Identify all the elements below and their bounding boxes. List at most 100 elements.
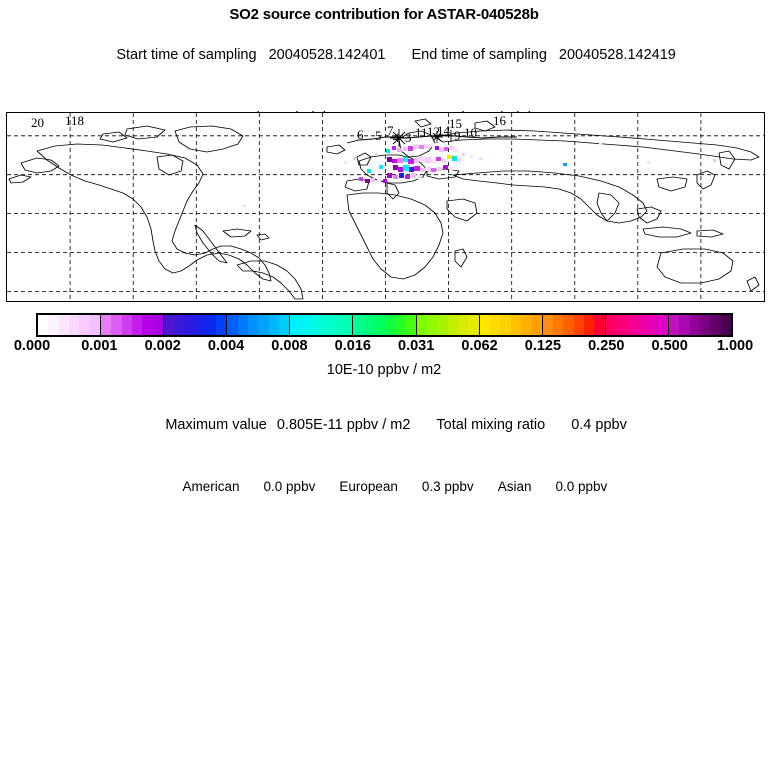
colorbar-step	[268, 315, 279, 335]
sampling-time-row: Start time of sampling 20040528.142401 End…	[0, 24, 768, 87]
traj-label-16: 16	[493, 113, 506, 128]
colorbar-step	[416, 315, 427, 335]
stats-block: Maximum value 0.805E-11 ppbv / m2 Total mi…	[0, 394, 768, 517]
colorbar-step	[121, 315, 133, 335]
colorbar-step	[447, 315, 458, 335]
contour-label-118: 118	[65, 113, 85, 128]
colorbar-step	[616, 315, 627, 335]
colorbar-step	[647, 315, 658, 335]
colorbar-step	[79, 315, 90, 335]
asian-value: 0.0 ppbv	[555, 479, 608, 494]
colorbar-segment-9	[605, 315, 669, 335]
colorbar-tick-2: 0.002	[144, 338, 181, 354]
trajectory-markers	[390, 129, 457, 147]
waypoint-star-marker	[445, 130, 457, 142]
plume-cells	[243, 143, 716, 207]
max-value-label: Maximum value	[165, 417, 267, 433]
colorbar-step	[490, 315, 501, 335]
colorbar-step	[258, 315, 269, 335]
colorbar-step	[331, 315, 343, 335]
colorbar-step	[311, 315, 322, 335]
colorbar-tick-10: 0.500	[651, 338, 688, 354]
total-mixing-ratio-value: 0.4 ppbv	[571, 417, 627, 433]
map-graticule	[7, 113, 764, 301]
colorbar-segment-6	[416, 315, 480, 335]
colorbar-segment-3	[227, 315, 291, 335]
colorbar-tick-5: 0.016	[334, 338, 371, 354]
colorbar-segment-2	[164, 315, 228, 335]
stats-row-regions: American 0.0 ppbv European 0.3 ppbv Asian 0.0…	[0, 457, 768, 517]
traj-label-7: 7	[387, 123, 394, 138]
colorbar-step	[521, 315, 532, 335]
colorbar-segment-7	[479, 315, 543, 335]
colorbar-step	[48, 315, 59, 335]
colorbar-step	[363, 315, 375, 335]
map-svg	[7, 113, 764, 301]
traj-label-12: 12	[427, 124, 440, 139]
colorbar-step	[679, 315, 690, 335]
colorbar-step	[699, 315, 711, 335]
colorbar-step	[437, 315, 448, 335]
colorbar-segment-0	[38, 315, 102, 335]
map-canvas	[7, 113, 764, 301]
colorbar-step	[531, 315, 542, 335]
colorbar-step	[426, 315, 438, 335]
colorbar-step	[553, 315, 564, 335]
colorbar-step	[184, 315, 196, 335]
colorbar-step	[279, 315, 290, 335]
release-star-marker	[390, 129, 408, 147]
colorbar-step	[205, 315, 216, 335]
traj-label-6: 6	[357, 127, 364, 142]
colorbar-segment-10	[668, 315, 731, 335]
american-value: 0.0 ppbv	[263, 479, 316, 494]
traj-label-4: 4	[393, 130, 400, 145]
colorbar-step	[142, 315, 153, 335]
colorbar-step	[290, 315, 301, 335]
colorbar-step	[111, 315, 122, 335]
colorbar-tick-11: 1.000	[716, 338, 754, 354]
colorbar-step	[657, 315, 668, 335]
start-time-label: Start time of sampling	[116, 47, 257, 63]
colorbar-segment-1	[101, 315, 165, 335]
european-value: 0.3 ppbv	[421, 479, 474, 494]
colorbar-tick-3: 0.004	[207, 338, 245, 354]
colorbar-step	[152, 315, 164, 335]
colorbar-tick-6: 0.031	[398, 338, 435, 354]
colorbar-step	[227, 315, 238, 335]
colorbar-step	[573, 315, 585, 335]
colorbar-step	[626, 315, 637, 335]
page-title: SO2 source contribution for ASTAR-040528…	[229, 6, 539, 23]
contour-label-20: 20	[31, 115, 44, 130]
map-coastlines	[8, 118, 760, 300]
map-panel: 20 118 6 5 7 4 3 11 12 14 15 9 10 16	[6, 112, 765, 302]
colorbar-tick-8: 0.125	[524, 338, 562, 354]
start-time-value: 20040528.142401	[268, 47, 386, 63]
colorbar-step	[164, 315, 175, 335]
colorbar-step	[510, 315, 522, 335]
colorbar-segment-4	[290, 315, 354, 335]
traj-label-9: 9	[454, 128, 461, 143]
max-value-value: 0.805E-11 ppbv / m2	[276, 417, 411, 433]
total-mixing-ratio-label: Total mixing ratio	[436, 417, 546, 433]
colorbar	[36, 313, 733, 337]
trajectory-path	[346, 134, 517, 144]
american-label: American	[182, 479, 240, 494]
colorbar-step	[689, 315, 700, 335]
colorbar-step	[542, 315, 554, 335]
waypoint-star-marker	[431, 131, 443, 143]
colorbar-step	[374, 315, 385, 335]
colorbar-step	[605, 315, 617, 335]
colorbar-step	[353, 315, 364, 335]
colorbar-step	[720, 315, 731, 335]
colorbar-step	[101, 315, 112, 335]
end-time-value: 20040528.142419	[558, 47, 676, 63]
colorbar-tick-labels: 0.000 0.001 0.002 0.004 0.008 0.016 0.031 0.062…	[0, 338, 768, 356]
colorbar-step	[237, 315, 248, 335]
colorbar-step	[500, 315, 511, 335]
colorbar-step	[195, 315, 206, 335]
colorbar-step	[89, 315, 101, 335]
colorbar-unit-label: 10E-10 ppbv / m2	[326, 362, 442, 378]
traj-label-3: 3	[405, 130, 412, 145]
colorbar-tick-1: 0.001	[81, 338, 118, 354]
